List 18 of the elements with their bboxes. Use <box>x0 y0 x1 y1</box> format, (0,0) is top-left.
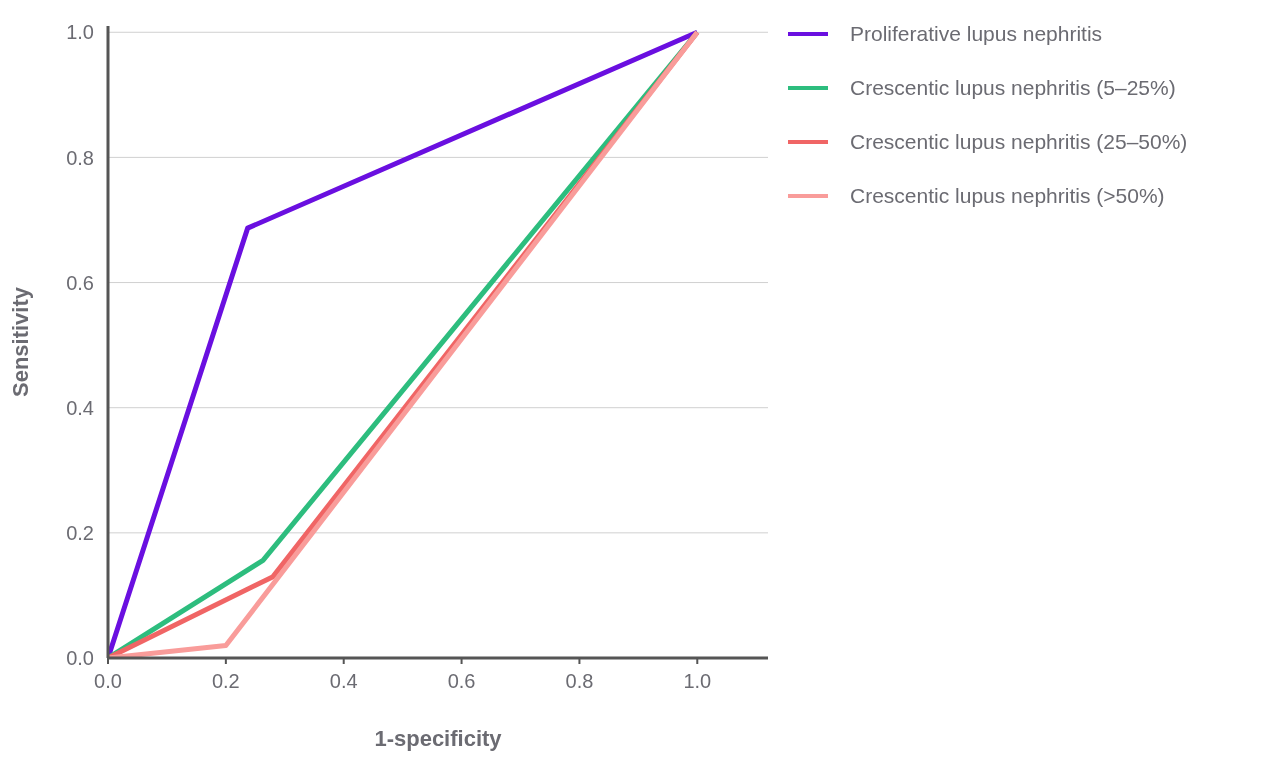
y-tick-label: 0.8 <box>66 146 94 169</box>
x-tick-label: 0.6 <box>447 670 476 693</box>
x-tick-label: 0.2 <box>211 670 240 693</box>
y-axis-title: Sensitivity <box>7 286 33 398</box>
x-axis-title: 1-specificity <box>374 726 503 751</box>
y-tick-label: 0.6 <box>66 271 94 294</box>
legend-label: Crescentic lupus nephritis (5–25%) <box>850 76 1176 100</box>
legend-label: Proliferative lupus nephritis <box>850 22 1103 46</box>
y-tick-label: 0.2 <box>66 521 94 544</box>
x-tick-label: 1.0 <box>683 670 712 693</box>
y-tick-label: 0.4 <box>66 396 94 419</box>
legend-label: Crescentic lupus nephritis (25–50%) <box>850 130 1188 154</box>
legend-label: Crescentic lupus nephritis (>50%) <box>850 184 1165 208</box>
y-tick-label: 1.0 <box>66 21 94 44</box>
x-tick-label: 0.0 <box>94 670 122 693</box>
x-tick-label: 0.8 <box>565 670 594 693</box>
x-tick-label: 0.4 <box>329 670 358 693</box>
y-tick-label: 0.0 <box>66 647 94 670</box>
